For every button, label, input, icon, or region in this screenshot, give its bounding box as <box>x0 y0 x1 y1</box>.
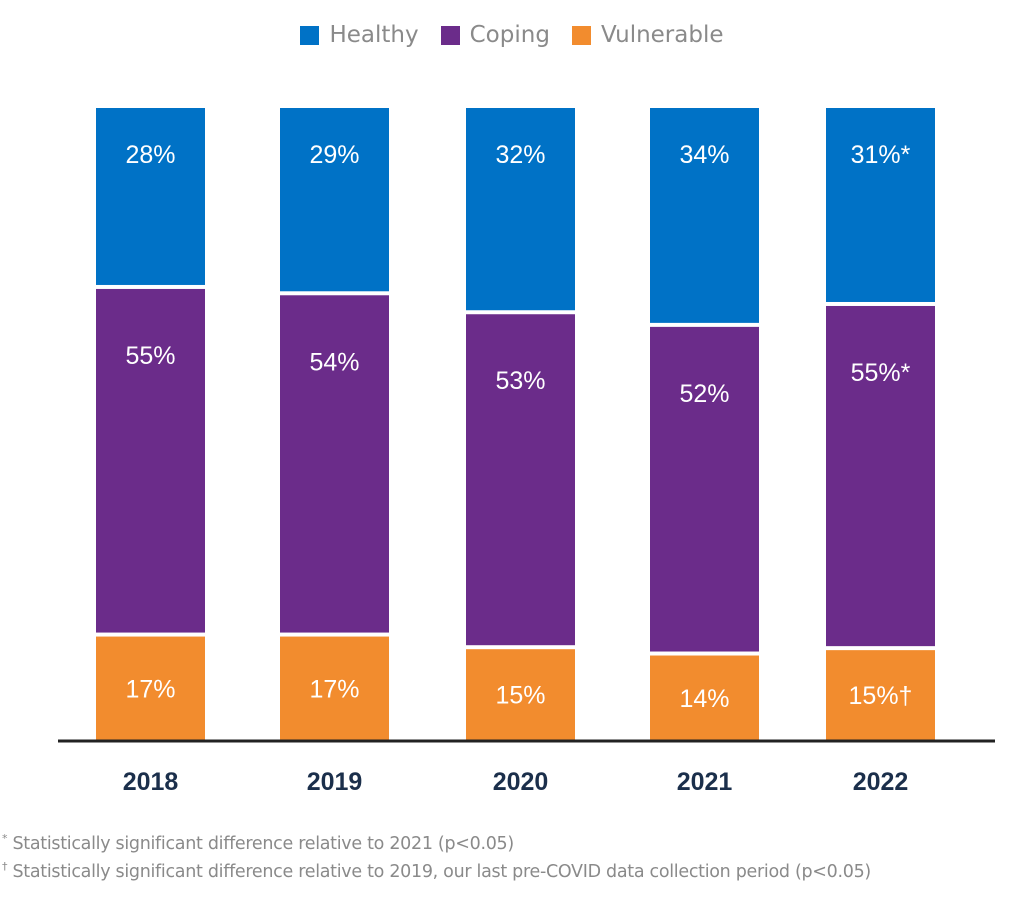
legend-item-vulnerable: Vulnerable <box>571 22 724 48</box>
footnote-mark: * <box>2 832 8 845</box>
x-tick-label: 2020 <box>493 768 549 796</box>
bar-vulnerable-2022 <box>826 650 935 740</box>
x-tick-label: 2022 <box>853 768 909 796</box>
footnote-2: † Statistically significant difference r… <box>2 860 871 882</box>
data-label: 54% <box>309 348 359 376</box>
data-label: 52% <box>679 380 729 408</box>
legend-label: Healthy <box>329 22 419 48</box>
data-label: 17% <box>309 675 359 703</box>
bar-coping-2018 <box>96 288 205 633</box>
footnote-1: * Statistically significant difference r… <box>2 832 514 854</box>
data-label: 29% <box>309 141 359 169</box>
legend-item-healthy: Healthy <box>300 22 419 48</box>
data-label: 34% <box>679 141 729 169</box>
legend-swatch-vulnerable <box>571 25 591 45</box>
bar-coping-2021 <box>650 326 759 652</box>
legend-item-coping: Coping <box>440 22 550 48</box>
data-label: 55%* <box>851 359 911 387</box>
footnote-text: Statistically significant difference rel… <box>12 833 514 854</box>
bar-healthy-2018 <box>96 108 205 285</box>
bar-healthy-2020 <box>466 108 575 311</box>
x-tick-label: 2021 <box>677 768 733 796</box>
legend-swatch-coping <box>440 25 460 45</box>
footnote-mark: † <box>2 860 8 873</box>
data-label: 17% <box>125 675 175 703</box>
bar-healthy-2022 <box>826 108 935 302</box>
data-label: 15% <box>495 682 545 710</box>
data-label: 31%* <box>851 141 911 169</box>
bar-healthy-2021 <box>650 108 759 323</box>
bar-coping-2019 <box>280 295 389 633</box>
bar-vulnerable-2018 <box>96 636 205 740</box>
data-label: 14% <box>679 685 729 713</box>
data-label: 53% <box>495 367 545 395</box>
bar-coping-2022 <box>826 305 935 647</box>
bar-healthy-2019 <box>280 108 389 292</box>
footnote-text: Statistically significant difference rel… <box>12 861 871 882</box>
data-label: 32% <box>495 141 545 169</box>
legend-label: Vulnerable <box>600 22 724 48</box>
bar-coping-2020 <box>466 314 575 646</box>
x-tick-label: 2018 <box>123 768 179 796</box>
data-label: 55% <box>125 342 175 370</box>
x-tick-label: 2019 <box>307 768 363 796</box>
legend-label: Coping <box>469 22 550 48</box>
data-label: 15%† <box>849 682 913 710</box>
legend-swatch-healthy <box>300 25 320 45</box>
bar-vulnerable-2021 <box>650 655 759 740</box>
data-label: 28% <box>125 141 175 169</box>
bar-vulnerable-2019 <box>280 636 389 740</box>
bar-vulnerable-2020 <box>466 649 575 740</box>
legend: Healthy Coping Vulnerable <box>0 22 1024 48</box>
